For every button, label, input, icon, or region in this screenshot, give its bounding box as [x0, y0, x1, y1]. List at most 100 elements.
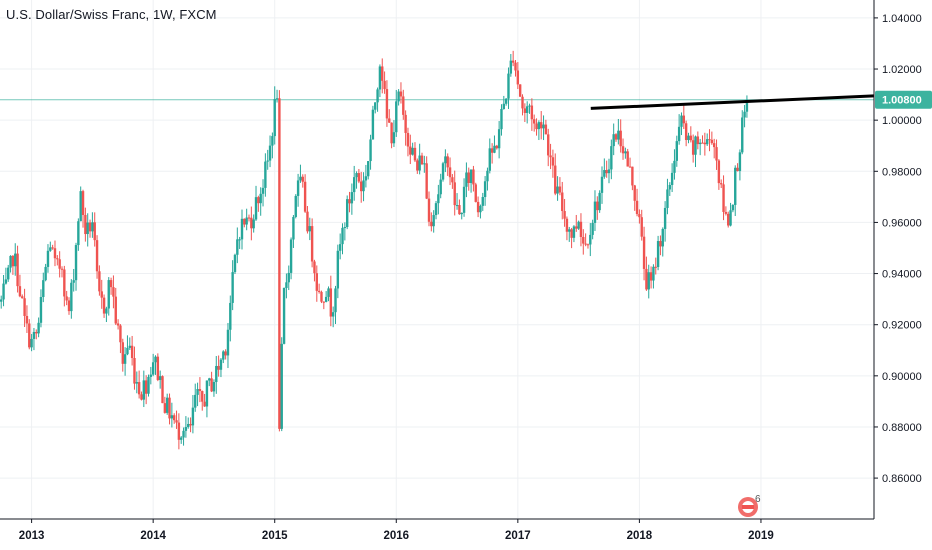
- candle-up: [593, 201, 597, 223]
- candle-up: [572, 226, 576, 238]
- candle-up: [147, 376, 150, 394]
- candle-up: [135, 382, 138, 384]
- candle-up: [528, 105, 531, 107]
- candle-up: [504, 98, 508, 104]
- candle-down: [399, 91, 403, 97]
- candle-up: [7, 267, 10, 280]
- candle-up: [603, 170, 606, 177]
- candle-up: [617, 130, 620, 140]
- candle-up: [537, 122, 541, 130]
- candle-down: [35, 331, 38, 334]
- candle-up: [79, 191, 82, 222]
- candle-down: [247, 217, 251, 219]
- candle-up: [486, 170, 489, 182]
- candle-down: [584, 243, 587, 245]
- candle-down: [619, 130, 622, 147]
- candle-up: [294, 195, 297, 217]
- candle-up: [259, 193, 262, 204]
- candle-up: [331, 312, 335, 317]
- candle-up: [285, 282, 288, 288]
- x-tick-label: 2015: [262, 530, 288, 542]
- last-price-tag-bg: [875, 90, 932, 109]
- candle-down: [163, 403, 167, 413]
- candle-up: [434, 203, 438, 216]
- candle-down: [23, 298, 26, 316]
- candle-up: [86, 222, 89, 235]
- candle-up: [418, 155, 421, 171]
- candle-up: [240, 218, 244, 240]
- candle-down: [100, 291, 103, 298]
- candle-down: [516, 70, 520, 85]
- candle-up: [369, 139, 372, 162]
- candle-down: [177, 422, 181, 440]
- candle-up: [266, 160, 269, 162]
- candle-down: [25, 315, 29, 324]
- candle-down: [320, 291, 323, 302]
- candle-up: [105, 308, 108, 314]
- candle-up: [261, 187, 265, 194]
- candle-up: [128, 345, 131, 348]
- candle-down: [638, 214, 641, 218]
- candle-up: [39, 297, 43, 323]
- trendline[interactable]: [590, 94, 875, 110]
- y-tick-label: 0.90000: [882, 371, 922, 383]
- candle-down: [554, 165, 557, 194]
- time-axis[interactable]: [0, 519, 932, 550]
- candle-up: [694, 136, 697, 155]
- candle-down: [21, 296, 24, 299]
- candle-up: [191, 407, 195, 426]
- candle-down: [121, 342, 124, 364]
- x-tick-label: 2014: [140, 530, 166, 542]
- candle-up: [397, 91, 400, 102]
- candle-up: [525, 106, 529, 113]
- candle-up: [282, 287, 286, 344]
- candle-up: [287, 272, 290, 283]
- candle-down: [385, 89, 389, 119]
- candle-down: [243, 218, 246, 225]
- candle-down: [217, 365, 220, 370]
- candle-up: [465, 172, 468, 187]
- candle-up: [556, 186, 559, 194]
- candle-down: [16, 253, 19, 287]
- candle-up: [687, 135, 690, 141]
- candle-down: [102, 297, 106, 314]
- candle-up: [367, 161, 370, 177]
- candle-down: [404, 114, 407, 133]
- candle-up: [647, 272, 650, 290]
- candle-up: [568, 229, 571, 232]
- candle-up: [497, 129, 501, 149]
- candle-up: [673, 160, 676, 173]
- candle-down: [130, 345, 134, 359]
- candle-up: [32, 331, 36, 339]
- candle-up: [184, 427, 188, 431]
- candle-down: [81, 191, 85, 216]
- candle-down: [640, 217, 643, 237]
- candle-up: [666, 189, 669, 208]
- candle-up: [374, 102, 377, 110]
- candle-down: [109, 280, 113, 288]
- candle-up: [324, 296, 328, 302]
- candle-up: [308, 226, 311, 232]
- candle-up: [182, 430, 185, 438]
- candle-up: [208, 378, 211, 381]
- candle-up: [0, 299, 3, 302]
- candle-down: [189, 423, 192, 426]
- tradingview-logo-icon[interactable]: 6: [738, 494, 761, 517]
- candle-down: [722, 184, 725, 212]
- candle-down: [95, 240, 99, 272]
- candle-up: [376, 89, 379, 103]
- candle-up: [180, 437, 183, 440]
- candle-down: [203, 401, 206, 407]
- candle-down: [727, 213, 730, 226]
- candle-up: [734, 167, 737, 205]
- candle-up: [432, 215, 435, 227]
- candle-up: [9, 255, 12, 268]
- candle-down: [724, 211, 728, 214]
- candle-down: [575, 226, 578, 229]
- candle-up: [345, 199, 349, 228]
- candle-down: [708, 139, 711, 141]
- candle-up: [149, 374, 153, 377]
- candle-up: [488, 148, 491, 171]
- candle-down: [119, 325, 122, 343]
